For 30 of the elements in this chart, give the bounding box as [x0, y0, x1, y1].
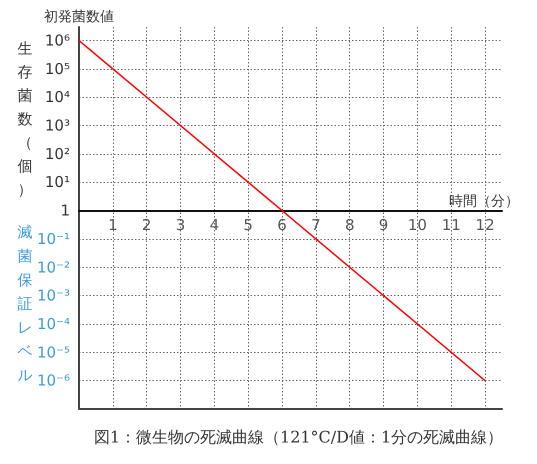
y-axis-title: 生存菌数（個）	[18, 39, 32, 198]
y-tick-label: 10⁶	[44, 32, 70, 50]
x-tick-label: 11	[442, 216, 461, 234]
x-tick-label: 2	[142, 216, 152, 234]
x-tick-label: 5	[243, 216, 253, 234]
text: 滅菌保証レベル	[18, 223, 32, 384]
y-tick-label: 1	[60, 202, 70, 220]
x-axis-title: 時間（分）	[449, 194, 519, 210]
y-tick-label: 10²	[44, 144, 70, 163]
x-tick-label: 9	[378, 216, 388, 234]
y-tick-label: 10⁻²	[36, 258, 70, 276]
x-tick-label: 1	[108, 216, 118, 234]
x-tick-label: 12	[476, 216, 495, 234]
x-tick-label: 7	[311, 216, 321, 234]
y-tick-label: 10⁻¹	[36, 230, 70, 248]
y-tick-label: 10⁻³	[36, 286, 70, 305]
x-tick-label: 4	[210, 216, 220, 234]
x-tick-label: 10	[408, 216, 427, 234]
text: 図1：微生物の死滅曲線（121°C/D値：1分の死滅曲線）	[94, 428, 504, 446]
y-tick-label: 10¹	[44, 173, 70, 192]
y-tick-label: 10⁻⁴	[36, 314, 70, 333]
y-tick-label: 10³	[44, 116, 70, 135]
y-tick-label: 10⁵	[44, 60, 70, 78]
y-tick-label: 10⁴	[44, 88, 70, 106]
x-tick-label: 6	[277, 216, 287, 234]
text: 初発菌数値	[44, 9, 114, 25]
x-tick-label: 8	[344, 216, 354, 234]
y-tick-label: 10⁻⁶	[36, 372, 70, 390]
x-tick-label: 3	[176, 216, 186, 234]
y-tick-label: 10⁻⁵	[36, 343, 70, 362]
